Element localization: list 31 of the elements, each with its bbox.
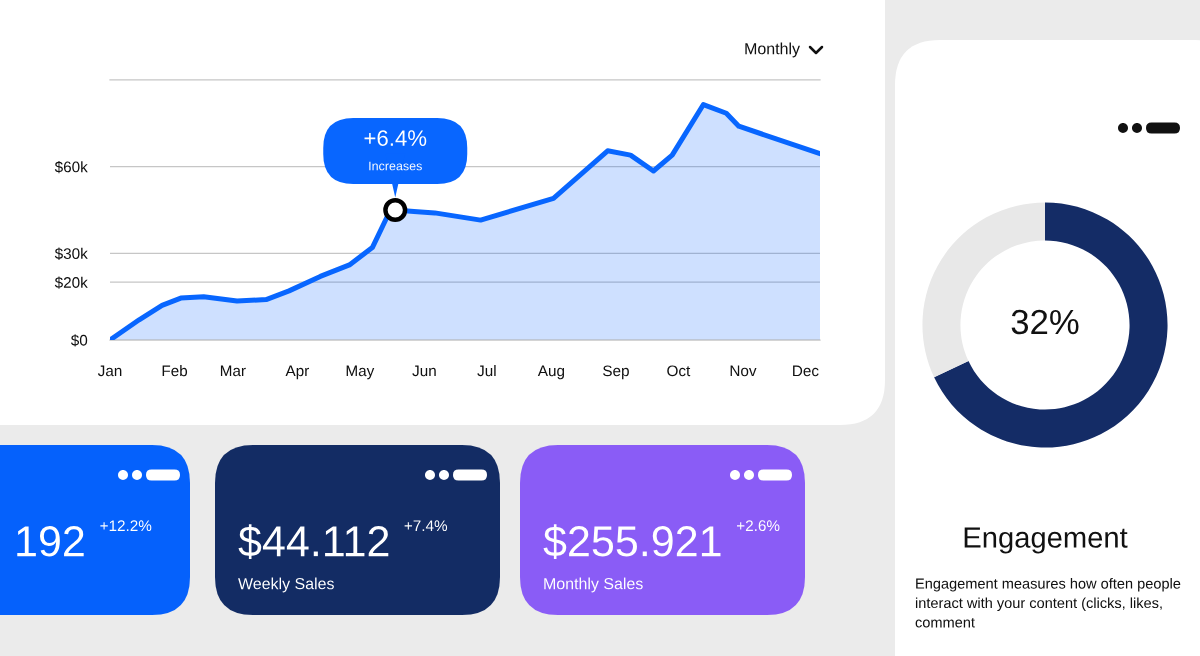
annotation: +6.4% [364, 130, 427, 146]
text: Engagement measures how often people interact with your content (clicks, likes, comment [915, 578, 1181, 628]
text: $255.921 [543, 524, 721, 560]
text: Monthly [745, 42, 800, 58]
text: +12.2% [100, 520, 152, 532]
x-tick-label: Jan [97, 365, 122, 377]
text: $44.112 [238, 524, 389, 560]
text: 32% [1011, 309, 1079, 335]
x-tick-label: Oct [667, 365, 691, 377]
x-tick-label: Sep [603, 365, 629, 380]
text: Weekly Sales [238, 577, 334, 593]
x-tick-label: Mar [220, 365, 246, 377]
y-tick-label: $60k [54, 160, 88, 174]
x-tick-label: Apr [285, 365, 310, 380]
text: +7.4% [404, 520, 448, 532]
text: +2.6% [737, 520, 780, 532]
text: Engagement [964, 527, 1128, 554]
y-tick-label: $30k [54, 247, 88, 260]
x-tick-label: Jul [477, 365, 496, 377]
donut-slice [934, 202, 1168, 448]
x-tick-label: Feb [162, 365, 188, 377]
y-tick-label: $20k [54, 276, 88, 289]
annotation: Increases [369, 161, 422, 171]
text: Monthly Sales [544, 577, 643, 593]
x-tick-label: Nov [730, 365, 757, 377]
x-tick-label: Dec [793, 365, 819, 377]
x-tick-label: Jun [412, 365, 436, 377]
x-tick-label: Aug [537, 365, 565, 380]
x-tick-label: May [346, 365, 375, 380]
y-tick-label: $0 [70, 334, 88, 347]
text: 192 [17, 526, 84, 557]
